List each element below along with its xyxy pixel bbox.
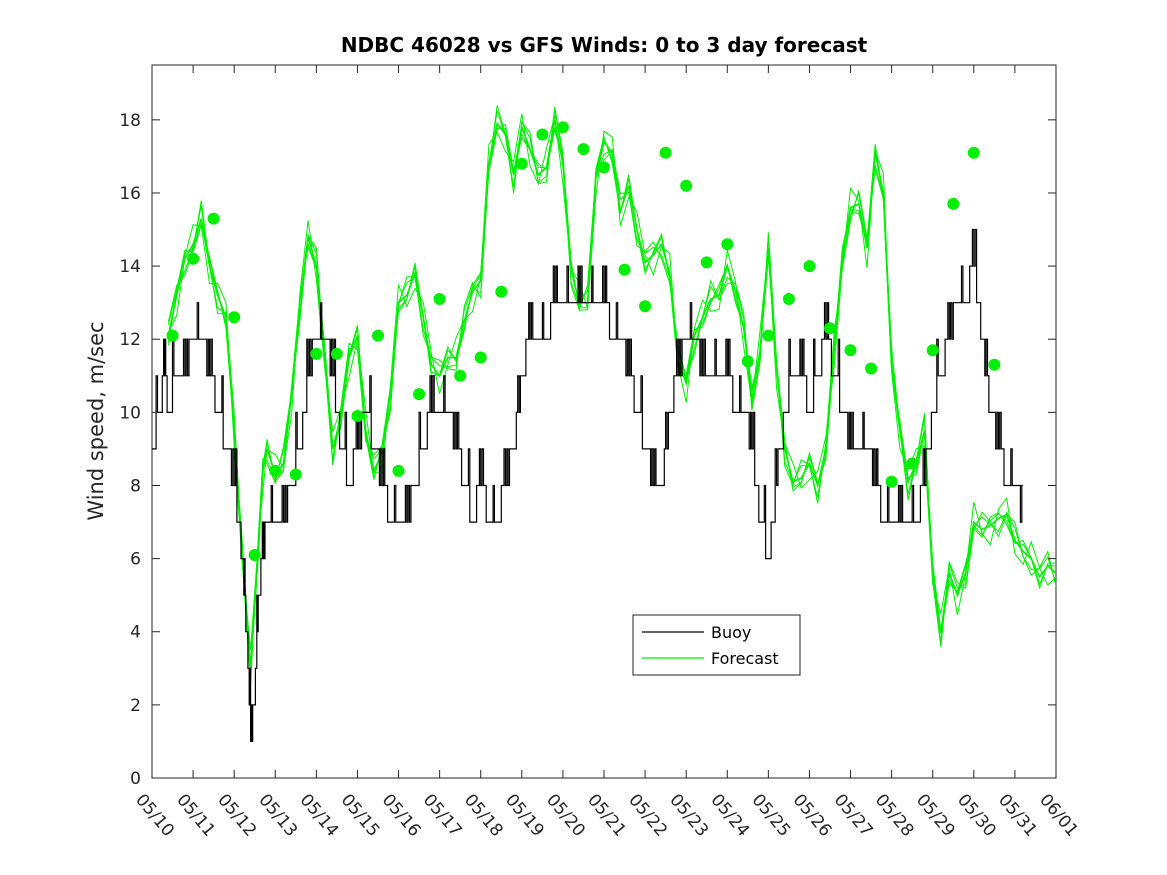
x-tick-label: 06/01: [1035, 790, 1082, 840]
forecast-marker: [248, 549, 261, 561]
forecast-marker: [577, 143, 590, 156]
x-tick-label: 05/21: [583, 790, 630, 840]
x-tick-label: 05/16: [378, 790, 425, 840]
y-tick-label: 14: [119, 257, 141, 277]
x-tick-label: 05/20: [542, 790, 589, 840]
forecast-marker: [885, 475, 898, 488]
forecast-marker: [967, 146, 980, 159]
forecast-line-4: [167, 105, 1057, 684]
y-tick-label: 10: [119, 403, 141, 423]
forecast-marker: [454, 369, 467, 382]
forecast-marker: [228, 311, 241, 324]
legend-buoy-label: Buoy: [711, 623, 751, 642]
legend: Buoy Forecast: [632, 614, 801, 676]
legend-forecast-label: Forecast: [711, 649, 779, 668]
forecast-marker: [639, 300, 652, 313]
forecast-marker: [700, 256, 713, 269]
forecast-marker: [289, 468, 302, 481]
y-tick-label: 6: [130, 550, 141, 570]
forecast-marker: [680, 179, 693, 192]
x-tick-label: 05/14: [296, 790, 343, 840]
forecast-marker: [824, 322, 836, 335]
forecast-marker: [947, 197, 960, 210]
x-tick-label: 05/19: [501, 790, 548, 840]
y-axis-ticks: 0 2 4 6 8 10 12 14 16 18: [119, 111, 1056, 789]
y-tick-label: 18: [119, 111, 141, 131]
forecast-marker: [269, 464, 282, 477]
forecast-marker: [372, 329, 384, 342]
forecast-marker: [844, 344, 857, 357]
x-tick-label: 05/10: [131, 790, 178, 840]
forecast-marker: [433, 293, 446, 305]
forecast-marker: [536, 128, 549, 141]
forecast-marker: [392, 464, 405, 477]
forecast-marker: [310, 347, 323, 360]
buoy-series-line: [152, 228, 1024, 743]
forecast-marker: [207, 212, 220, 225]
y-tick-label: 12: [119, 330, 141, 350]
forecast-marker: [926, 344, 939, 357]
forecast-marker: [906, 457, 919, 470]
x-tick-label: 05/13: [254, 790, 301, 840]
y-tick-label: 8: [130, 476, 141, 496]
x-tick-label: 05/11: [172, 790, 219, 840]
x-tick-label: 05/26: [789, 790, 836, 840]
y-tick-label: 0: [130, 769, 141, 789]
y-tick-label: 2: [130, 696, 141, 716]
x-tick-label: 05/31: [994, 790, 1041, 840]
forecast-marker: [474, 351, 487, 364]
forecast-marker: [988, 358, 1001, 371]
x-tick-label: 05/29: [912, 790, 959, 840]
x-tick-label: 05/18: [460, 790, 507, 840]
x-tick-label: 05/28: [871, 790, 918, 840]
forecast-marker: [166, 329, 179, 342]
forecast-marker: [598, 161, 610, 174]
forecast-marker: [721, 238, 734, 251]
x-tick-label: 05/30: [953, 790, 1000, 840]
forecast-markers: [166, 121, 1001, 561]
x-tick-label: 05/12: [213, 790, 260, 840]
forecast-marker: [187, 252, 200, 265]
forecast-marker: [782, 293, 795, 305]
x-tick-label: 05/27: [830, 790, 877, 840]
forecast-marker: [803, 260, 816, 273]
x-tick-label: 05/23: [665, 790, 712, 840]
chart-title: NDBC 46028 vs GFS Winds: 0 to 3 day fore…: [341, 33, 868, 57]
x-tick-label: 05/24: [706, 790, 753, 840]
forecast-marker: [515, 157, 528, 170]
forecast-marker: [413, 388, 426, 401]
forecast-marker: [330, 347, 343, 360]
legend-box: [632, 614, 801, 676]
forecast-marker: [351, 410, 364, 422]
forecast-marker: [741, 355, 754, 368]
y-tick-label: 4: [130, 623, 141, 643]
forecast-marker: [495, 285, 508, 298]
x-tick-label: 05/17: [419, 790, 466, 840]
forecast-marker: [556, 121, 569, 134]
x-tick-label: 05/22: [624, 790, 671, 840]
y-tick-label: 16: [119, 184, 141, 204]
forecast-marker: [865, 362, 878, 375]
buoy-line: [152, 228, 1024, 743]
forecast-marker: [659, 146, 672, 159]
forecast-marker: [618, 263, 631, 276]
x-tick-label: 05/15: [337, 790, 384, 840]
forecast-line-5: [167, 126, 1057, 669]
forecast-lines: [167, 105, 1057, 684]
forecast-marker: [762, 329, 775, 342]
x-tick-label: 05/25: [748, 790, 795, 840]
y-axis-label: Wind speed, m/sec: [84, 321, 108, 520]
